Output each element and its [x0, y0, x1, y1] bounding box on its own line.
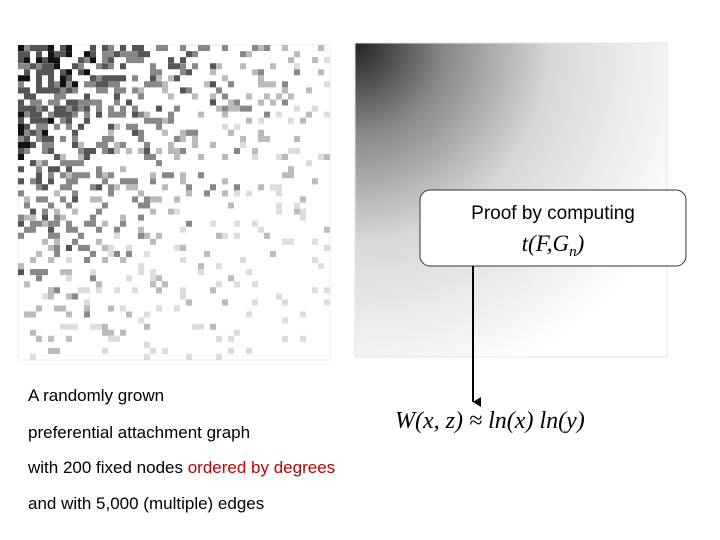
caption-line: with 200 fixed nodes ordered by degrees: [27, 458, 335, 477]
caption-line: preferential attachment graph: [28, 423, 250, 442]
random-graph-matrix: [18, 45, 330, 360]
noise-pixels: [18, 45, 96, 161]
callout-box: [419, 189, 687, 267]
formula-main: t(F,G: [522, 231, 570, 256]
formula-subscript: n: [569, 244, 577, 260]
callout-formula: t(F,Gn): [522, 231, 585, 260]
limit-formula: W(x, z) ≈ ln(x) ln(y): [395, 408, 585, 434]
noise-pixels: [18, 45, 216, 276]
caption-text: with 200 fixed nodes: [27, 458, 188, 477]
noise-pixels: [18, 45, 330, 354]
noise-pixels: [30, 57, 330, 360]
noise-pixels: [18, 45, 300, 318]
caption-line: A randomly grown: [28, 386, 164, 405]
caption-line: and with 5,000 (multiple) edges: [28, 494, 264, 513]
caption-highlight: ordered by degrees: [188, 458, 335, 477]
callout-heading: Proof by computing: [471, 203, 635, 224]
formula-close: ): [575, 231, 585, 256]
